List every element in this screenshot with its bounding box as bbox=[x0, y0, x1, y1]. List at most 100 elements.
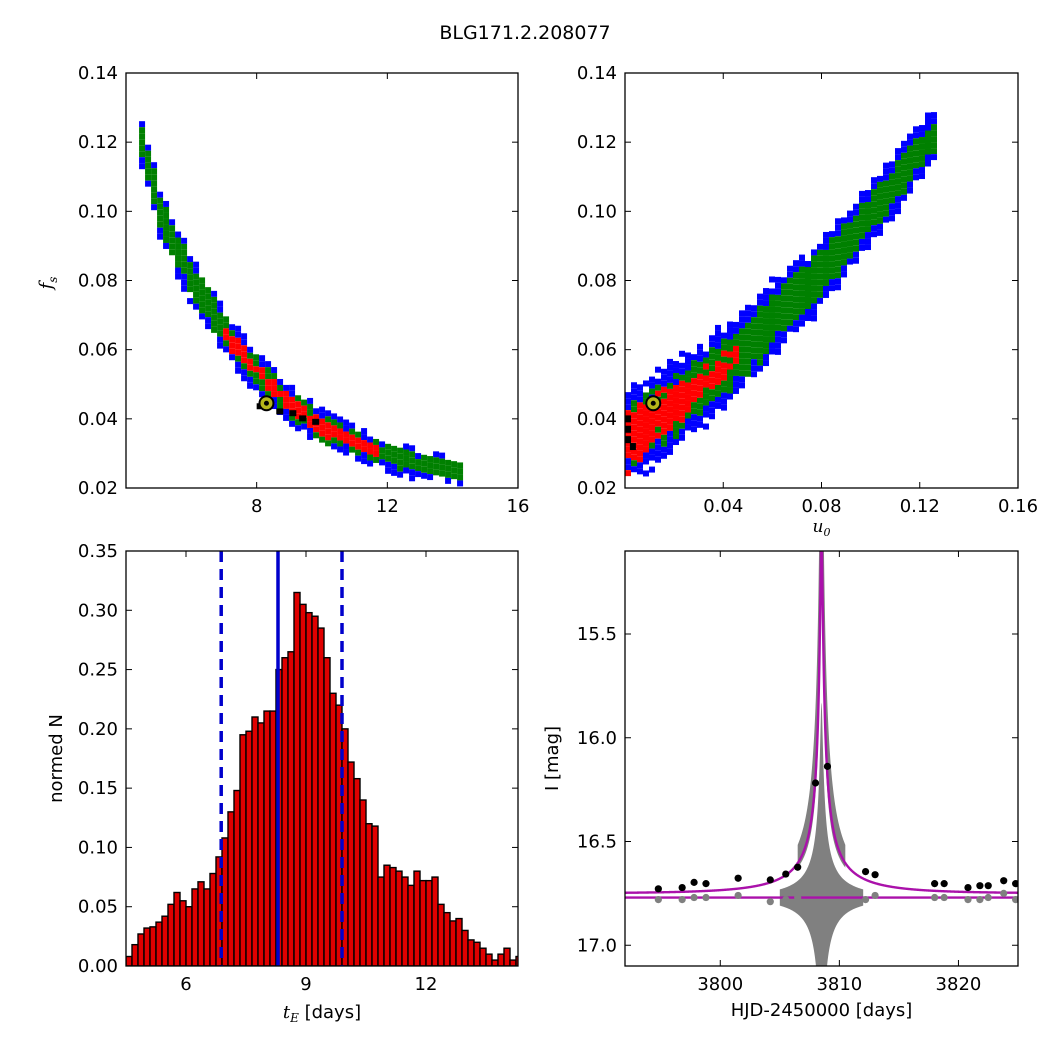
outer-region-cell bbox=[625, 392, 631, 399]
middle-region-cell bbox=[247, 352, 254, 359]
outer-region-cell bbox=[661, 374, 667, 381]
middle-region-cell bbox=[427, 456, 434, 463]
outer-region-cell bbox=[799, 314, 805, 321]
middle-region-cell bbox=[793, 308, 799, 315]
middle-region-cell bbox=[925, 136, 931, 143]
outer-region-cell bbox=[163, 242, 170, 249]
histogram-bar bbox=[365, 823, 373, 966]
outer-region-cell bbox=[169, 219, 176, 226]
middle-region-cell bbox=[373, 456, 380, 463]
middle-region-cell bbox=[703, 357, 709, 364]
middle-region-cell bbox=[421, 454, 428, 461]
outer-region-cell bbox=[751, 305, 757, 312]
histogram-bar bbox=[329, 692, 337, 966]
inner-region-cell bbox=[229, 342, 236, 349]
y-tick-label: 0.04 bbox=[78, 409, 118, 430]
outer-region-cell bbox=[745, 316, 751, 323]
middle-region-cell bbox=[823, 273, 829, 280]
inner-region-cell bbox=[733, 351, 739, 358]
histogram-bar bbox=[281, 657, 289, 966]
middle-region-cell bbox=[805, 303, 811, 310]
middle-region-cell bbox=[805, 279, 811, 286]
outer-region-cell bbox=[667, 442, 673, 449]
outer-region-cell bbox=[667, 430, 673, 437]
histogram-bar bbox=[197, 881, 205, 966]
inner-region-cell bbox=[673, 385, 679, 392]
middle-region-cell bbox=[793, 296, 799, 303]
histogram-bar bbox=[497, 953, 505, 966]
middle-region-cell bbox=[217, 312, 224, 319]
outer-region-cell bbox=[391, 469, 398, 476]
outer-region-cell bbox=[925, 118, 931, 125]
outer-region-cell bbox=[745, 304, 751, 311]
inner-region-cell bbox=[271, 385, 278, 392]
outer-region-cell bbox=[217, 306, 224, 313]
middle-region-cell bbox=[205, 311, 212, 318]
outer-region-cell bbox=[235, 361, 242, 368]
data-point bbox=[811, 779, 820, 787]
outer-region-cell bbox=[835, 284, 841, 291]
middle-region-cell bbox=[457, 462, 464, 469]
inner-region-cell bbox=[313, 414, 320, 421]
outer-region-cell bbox=[217, 300, 224, 307]
outer-region-cell bbox=[889, 215, 895, 222]
inner-region-cell bbox=[631, 424, 637, 431]
inner-region-cell bbox=[295, 407, 302, 414]
inner-region-cell bbox=[625, 410, 631, 417]
outer-region-cell bbox=[673, 439, 679, 446]
outer-region-cell bbox=[265, 361, 272, 368]
middle-region-cell bbox=[901, 164, 907, 171]
outer-region-cell bbox=[217, 336, 224, 343]
middle-region-cell bbox=[805, 297, 811, 304]
y-tick-label: 0.08 bbox=[78, 271, 118, 292]
histogram-bar bbox=[377, 876, 385, 966]
middle-region-cell bbox=[811, 255, 817, 262]
middle-region-cell bbox=[265, 367, 272, 374]
middle-region-cell bbox=[901, 176, 907, 183]
middle-region-cell bbox=[163, 206, 170, 213]
inner-region-cell bbox=[349, 440, 356, 447]
best-region-cell bbox=[625, 436, 631, 444]
middle-region-cell bbox=[391, 445, 398, 452]
inner-region-cell bbox=[241, 345, 248, 352]
middle-region-cell bbox=[859, 232, 865, 239]
model-curve bbox=[625, 551, 1018, 894]
middle-region-cell bbox=[799, 284, 805, 291]
outer-region-cell bbox=[859, 238, 865, 245]
inner-region-cell bbox=[685, 382, 691, 389]
inner-region-cell bbox=[661, 386, 667, 393]
middle-region-cell bbox=[847, 246, 853, 253]
histogram-bar bbox=[239, 734, 247, 966]
y-tick-label: 0.02 bbox=[577, 478, 617, 499]
middle-region-cell bbox=[913, 144, 919, 151]
outer-region-cell bbox=[793, 266, 799, 273]
middle-region-cell bbox=[685, 370, 691, 377]
outer-region-cell bbox=[361, 434, 368, 441]
middle-region-cell bbox=[901, 170, 907, 177]
inner-region-cell bbox=[679, 398, 685, 405]
middle-region-cell bbox=[919, 137, 925, 144]
middle-region-cell bbox=[733, 333, 739, 340]
middle-region-cell bbox=[157, 203, 164, 210]
outer-region-cell bbox=[751, 311, 757, 318]
outer-region-cell bbox=[853, 251, 859, 258]
middle-region-cell bbox=[181, 267, 188, 274]
middle-region-cell bbox=[865, 202, 871, 209]
middle-region-cell bbox=[871, 189, 877, 196]
outer-region-cell bbox=[637, 384, 643, 391]
middle-region-cell bbox=[835, 236, 841, 243]
middle-region-cell bbox=[907, 175, 913, 182]
inner-region-cell bbox=[367, 442, 374, 449]
outer-region-cell bbox=[715, 396, 721, 403]
middle-region-cell bbox=[889, 173, 895, 180]
data-point bbox=[794, 863, 802, 871]
middle-region-cell bbox=[865, 220, 871, 227]
outer-region-cell bbox=[697, 421, 703, 428]
outer-region-cell bbox=[817, 297, 823, 304]
data-point bbox=[690, 878, 698, 886]
histogram-bar bbox=[191, 888, 199, 966]
inner-region-cell bbox=[265, 385, 272, 392]
outer-region-cell bbox=[913, 168, 919, 175]
middle-region-cell bbox=[421, 460, 428, 467]
residual-point bbox=[984, 893, 992, 902]
